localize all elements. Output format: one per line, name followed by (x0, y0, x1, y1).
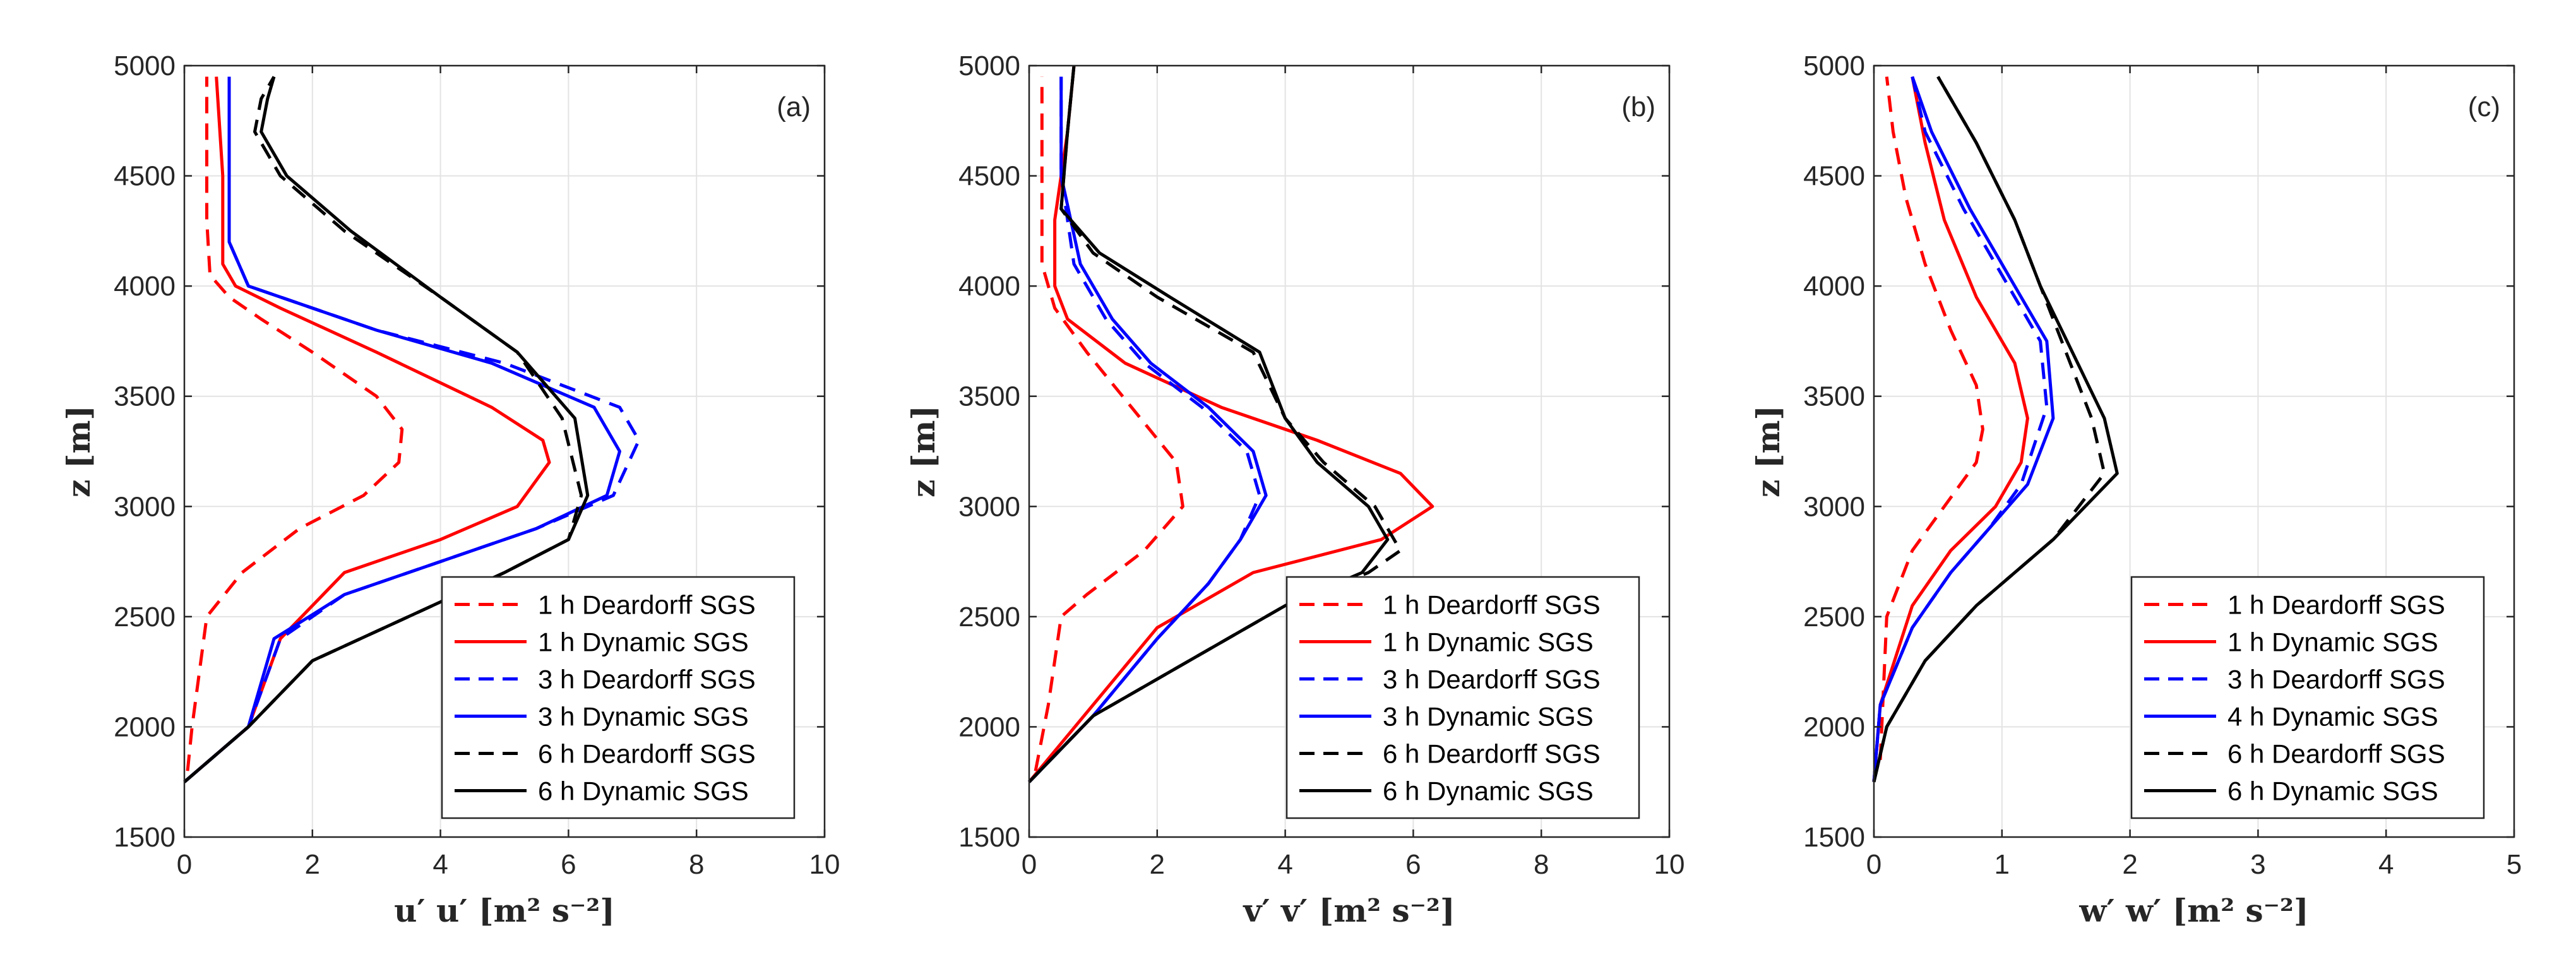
legend-entry: 1 h Dynamic SGS (2227, 627, 2438, 657)
x-tick-label: 10 (1654, 849, 1685, 880)
x-tick-label: 4 (432, 849, 448, 880)
legend-entry: 1 h Dynamic SGS (538, 627, 749, 657)
legend-entry: 1 h Dynamic SGS (1383, 627, 1594, 657)
y-tick-label: 4000 (1803, 271, 1865, 302)
panel-label: (a) (777, 92, 811, 122)
legend-box (441, 576, 796, 819)
legend-entry: 3 h Dynamic SGS (538, 702, 749, 732)
x-tick-label: 3 (2250, 849, 2265, 880)
series-line-6 (183, 76, 590, 783)
y-tick-label: 4000 (114, 271, 176, 302)
panel-1: 0 2 4 6 8 10 1500 2000 2500 3000 3500 4000 4500 5000 u… (60, 51, 840, 929)
y-tick-label: 2000 (958, 711, 1020, 742)
x-tick-label: 4 (1277, 849, 1292, 880)
x-axis-label: v′ v′ [m² s⁻²] (1243, 892, 1455, 929)
x-tick-label: 0 (177, 849, 192, 880)
panel-3: 0 1 2 3 4 5 1500 2000 2500 3000 3500 4000 4500 5000 w′… (1750, 51, 2522, 929)
legend-entry: 6 h Dynamic SGS (2227, 776, 2438, 806)
series-line-6 (1872, 76, 2119, 783)
y-tick-label: 4500 (1803, 161, 1865, 192)
y-tick-label: 5000 (1803, 51, 1865, 81)
series-line-1 (1878, 76, 1984, 760)
y-tick-label: 4000 (958, 271, 1020, 302)
series-line-3 (1872, 76, 2049, 782)
legend-entry: 3 h Deardorff SGS (538, 665, 756, 694)
series-line-2 (1028, 65, 1434, 783)
series-line-2 (183, 76, 551, 783)
axes-frame (1028, 64, 1671, 838)
y-axis-label: z [m] (60, 405, 97, 497)
legend-box (2130, 576, 2485, 819)
y-tick-label: 2500 (958, 602, 1020, 633)
x-tick-label: 2 (1150, 849, 1165, 880)
legend-entry: 4 h Dynamic SGS (2227, 702, 2438, 732)
y-tick-label: 5000 (114, 51, 176, 81)
legend: 1 h Deardorff SGS 1 h Dynamic SGS 3 h Dear… (441, 576, 796, 819)
series-line-2 (1872, 76, 2029, 782)
series-line-1 (186, 76, 404, 771)
legend-entry: 1 h Deardorff SGS (1383, 590, 1601, 620)
y-axis-label: z [m] (1750, 405, 1787, 497)
x-tick-label: 2 (2122, 849, 2137, 880)
y-tick-label: 3000 (958, 491, 1020, 522)
x-tick-label: 10 (809, 849, 840, 880)
x-axis-label: w′ w′ [m² s⁻²] (2078, 892, 2308, 929)
x-tick-label: 8 (1534, 849, 1549, 880)
y-tick-label: 3500 (1803, 381, 1865, 412)
y-axis-label: z [m] (905, 405, 942, 497)
x-tick-label: 1 (1995, 849, 2010, 880)
series-line-4 (1028, 76, 1268, 783)
y-tick-label: 3500 (114, 381, 176, 412)
legend-entry: 6 h Deardorff SGS (538, 739, 756, 769)
series-line-1 (1034, 76, 1184, 771)
y-tick-label: 1500 (114, 822, 176, 853)
y-tick-label: 2000 (1803, 711, 1865, 742)
legend: 1 h Deardorff SGS 1 h Dynamic SGS 3 h Dear… (2130, 576, 2485, 819)
y-tick-label: 2000 (114, 711, 176, 742)
x-tick-label: 0 (1866, 849, 1881, 880)
legend-entry: 3 h Deardorff SGS (1383, 665, 1601, 694)
y-tick-label: 4500 (114, 161, 176, 192)
y-tick-label: 3000 (114, 491, 176, 522)
x-tick-label: 8 (689, 849, 704, 880)
x-tick-label: 6 (561, 849, 576, 880)
legend-entry: 1 h Deardorff SGS (538, 590, 756, 620)
legend-entry: 6 h Deardorff SGS (1383, 739, 1601, 769)
y-tick-label: 3500 (958, 381, 1020, 412)
y-tick-label: 1500 (1803, 822, 1865, 853)
x-tick-label: 6 (1405, 849, 1421, 880)
legend: 1 h Deardorff SGS 1 h Dynamic SGS 3 h Dear… (1285, 576, 1640, 819)
panel-label: (c) (2468, 92, 2500, 122)
x-axis-label: u′ u′ [m² s⁻²] (394, 892, 615, 929)
x-tick-label: 4 (2378, 849, 2394, 880)
series-line-6 (1028, 65, 1390, 783)
y-tick-label: 1500 (958, 822, 1020, 853)
legend-box (1285, 576, 1640, 819)
legend-entry: 6 h Dynamic SGS (538, 776, 749, 806)
y-tick-label: 5000 (958, 51, 1020, 81)
series-line-4 (183, 76, 621, 783)
legend-entry: 6 h Dynamic SGS (1383, 776, 1594, 806)
legend-entry: 3 h Dynamic SGS (1383, 702, 1594, 732)
series-line-4 (1872, 76, 2055, 782)
y-tick-label: 3000 (1803, 491, 1865, 522)
x-tick-label: 2 (305, 849, 320, 880)
axes-frame (183, 64, 826, 838)
y-tick-label: 4500 (958, 161, 1020, 192)
series-line-5 (183, 76, 583, 783)
legend-entry: 3 h Deardorff SGS (2227, 665, 2445, 694)
legend-entry: 1 h Deardorff SGS (2227, 590, 2445, 620)
x-tick-label: 5 (2507, 849, 2522, 880)
axes-frame (1873, 64, 2515, 838)
x-tick-label: 0 (1022, 849, 1037, 880)
y-tick-label: 2500 (114, 602, 176, 633)
panel-label: (b) (1621, 92, 1655, 122)
panel-2: 0 2 4 6 8 10 1500 2000 2500 3000 3500 4000 4500 5000 v… (905, 51, 1685, 929)
legend-entry: 6 h Deardorff SGS (2227, 739, 2445, 769)
y-tick-label: 2500 (1803, 602, 1865, 633)
series-line-5 (1872, 76, 2106, 783)
